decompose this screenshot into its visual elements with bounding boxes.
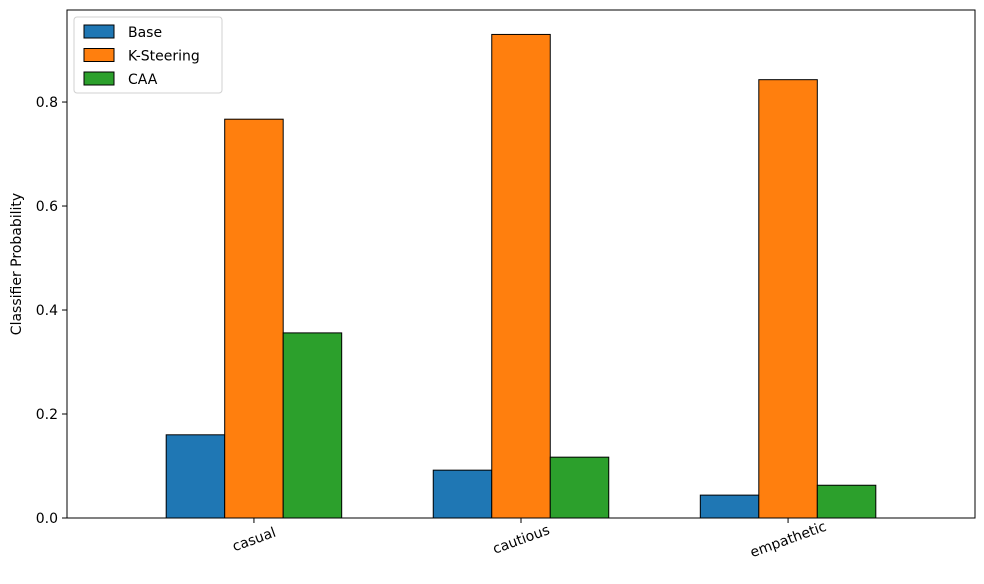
y-tick-label: 0.8: [36, 95, 58, 111]
legend-label-k-steering: K-Steering: [128, 49, 200, 65]
x-tick-label-cautious: cautious: [491, 522, 552, 557]
legend: Base K-Steering CAA: [73, 16, 223, 94]
bar-caa-casual: [282, 332, 343, 519]
x-tick-label-casual: casual: [230, 525, 278, 555]
bar-k-steering-cautious: [491, 33, 551, 519]
y-tick-label: 0.2: [36, 407, 58, 423]
y-tick-label: 0.4: [36, 303, 58, 319]
bar-base-empathetic: [699, 494, 760, 519]
legend-label-base: Base: [128, 25, 162, 41]
x-tick-label-empathetic: empathetic: [748, 519, 828, 561]
x-axis: casual cautious empathetic: [230, 518, 829, 561]
bar-k-steering-empathetic: [758, 79, 818, 519]
bar-caa-empathetic: [816, 484, 877, 519]
bar-k-steering-casual: [224, 118, 284, 519]
y-axis: 0.0 0.2 0.4 0.6 0.8: [36, 95, 67, 527]
bar-caa-cautious: [549, 456, 610, 519]
y-tick-label: 0.6: [36, 199, 58, 215]
y-axis-label: Classifier Probability: [9, 193, 25, 335]
bar-base-casual: [165, 434, 226, 519]
bars-layer: [165, 33, 877, 519]
y-tick-label: 0.0: [36, 511, 58, 527]
legend-swatch-base: [83, 24, 115, 39]
bar-base-cautious: [432, 469, 493, 519]
legend-label-caa: CAA: [128, 72, 158, 88]
legend-swatch-k-steering: [83, 48, 115, 62]
legend-swatch-caa: [83, 71, 115, 86]
